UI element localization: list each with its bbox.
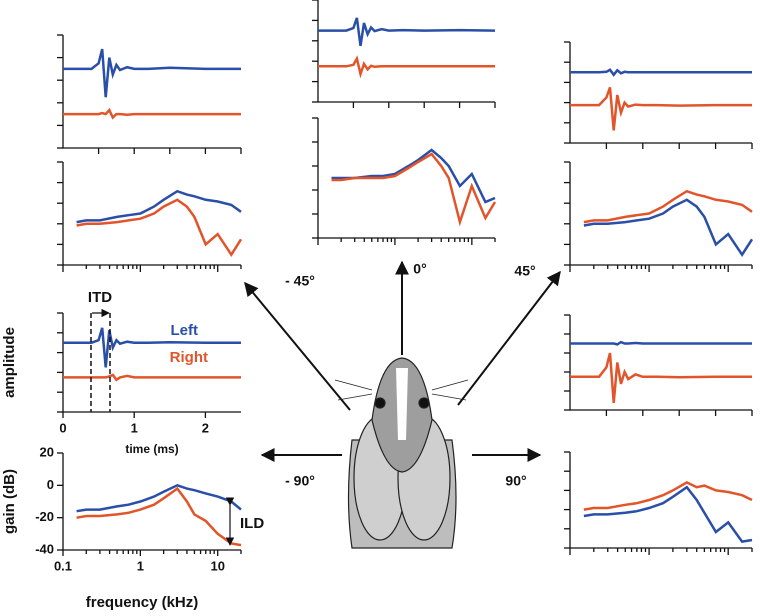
axis-frame: [569, 452, 752, 549]
series-line: [570, 340, 752, 346]
series-line: [570, 86, 752, 131]
series-line: [570, 352, 752, 404]
series-line: [63, 373, 241, 382]
y-tick-label: -40: [35, 541, 54, 556]
series-line: [331, 152, 497, 227]
x-tick-label: 1: [131, 420, 138, 435]
y-tick-label: 20: [40, 444, 54, 459]
series-line: [570, 68, 752, 77]
direction-label: - 90°: [285, 473, 315, 489]
series-line: [583, 480, 753, 511]
axis-frame: [62, 453, 241, 551]
y-axis-label: amplitude: [1, 327, 18, 398]
annotation: ILD: [240, 515, 264, 532]
x-axis-label: frequency (kHz): [86, 594, 199, 611]
series-line: [63, 48, 241, 98]
series-line: [76, 486, 242, 547]
x-tick-label: 0.1: [54, 558, 72, 573]
direction-label: 45°: [514, 263, 535, 279]
series-line: [583, 189, 753, 224]
y-tick-label: 0: [47, 477, 54, 492]
x-tick-label: 10: [210, 558, 224, 573]
axis-frame: [317, 0, 495, 103]
direction-label: 90°: [505, 473, 526, 489]
series-line: [63, 107, 241, 120]
series-line: [318, 17, 496, 47]
x-tick-label: 2: [202, 420, 209, 435]
axis-frame: [569, 42, 752, 144]
legend-label: Left: [171, 322, 199, 339]
x-tick-label: 0: [59, 420, 66, 435]
direction-label: 0°: [413, 261, 426, 277]
axis-frame: [62, 313, 241, 413]
series-line: [331, 148, 496, 204]
series-line: [63, 327, 241, 368]
annotation: ITD: [88, 289, 112, 306]
series-line: [583, 485, 753, 543]
x-axis-label: time (ms): [125, 442, 178, 456]
arrows: [244, 260, 561, 462]
axis-frame: [62, 35, 241, 149]
series-line: [76, 483, 242, 513]
series-line: [76, 189, 242, 224]
y-axis-label: gain (dB): [1, 469, 18, 534]
series-line: [583, 198, 754, 257]
mouse-illustration: [334, 357, 469, 549]
y-tick-label: -20: [35, 509, 54, 524]
legend-label: Right: [170, 349, 208, 366]
series-line: [76, 198, 243, 258]
x-tick-label: 1: [137, 558, 144, 573]
series-line: [318, 55, 495, 79]
axis-frame: [569, 315, 752, 411]
direction-label: - 45°: [285, 273, 315, 289]
